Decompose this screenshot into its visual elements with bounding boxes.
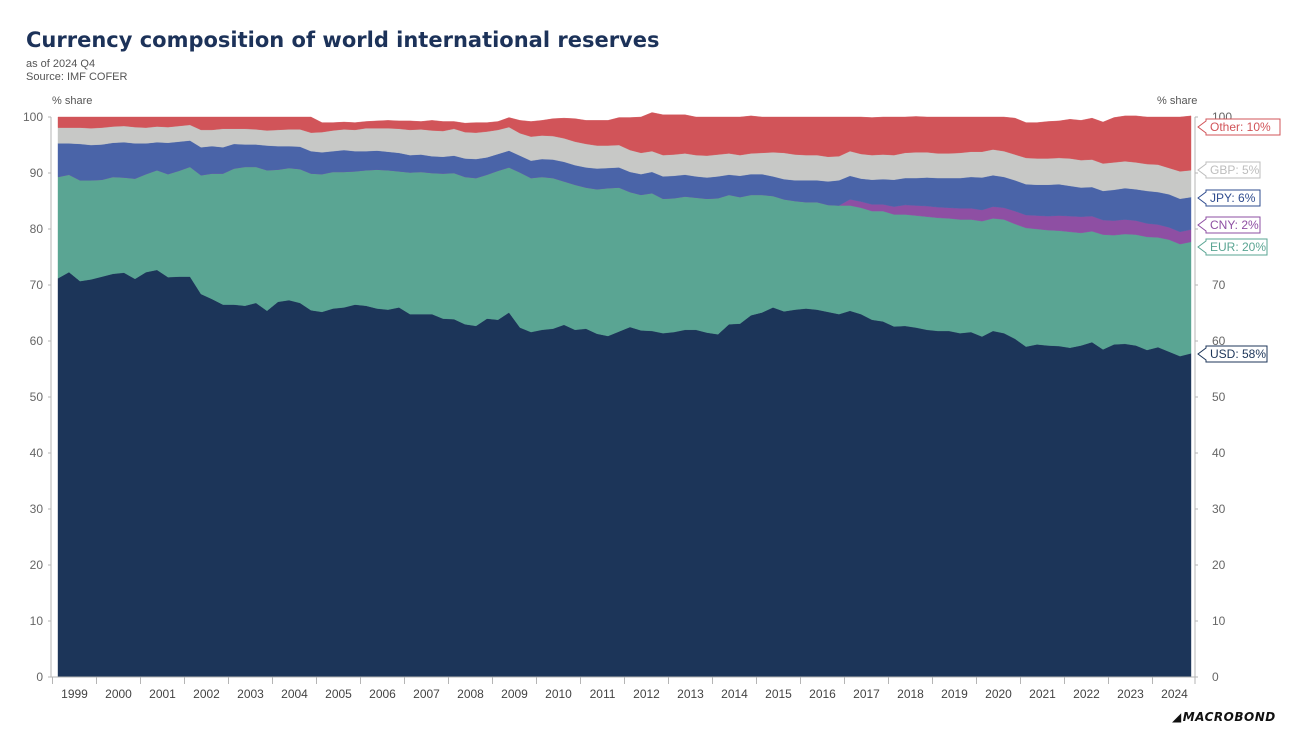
x-tick-label: 2004 [281, 687, 308, 701]
y-tick-label-right: 60 [1212, 334, 1226, 348]
y-tick-label-left: 50 [30, 390, 44, 404]
x-tick-label: 2002 [193, 687, 220, 701]
series-label-cny: CNY: 2% [1210, 218, 1259, 232]
x-tick-label: 1999 [61, 687, 88, 701]
x-tick-label: 2020 [985, 687, 1012, 701]
series-label-gbp: GBP: 5% [1210, 163, 1260, 177]
x-tick-label: 2008 [457, 687, 484, 701]
x-tick-label: 2010 [545, 687, 572, 701]
logo-text: MACROBOND [1182, 710, 1276, 724]
x-tick-label: 2018 [897, 687, 924, 701]
subtitle-date: as of 2024 Q4 [26, 58, 96, 70]
y-tick-label-left: 20 [30, 558, 44, 572]
x-tick-label: 2022 [1073, 687, 1100, 701]
y-tick-label-left: 70 [30, 278, 44, 292]
y-tick-label-right: 70 [1212, 278, 1226, 292]
y-tick-label-right: 40 [1212, 446, 1226, 460]
y-tick-label-left: 80 [30, 222, 44, 236]
y-tick-label-left: 60 [30, 334, 44, 348]
series-label-box-eur [1197, 238, 1268, 256]
series-label-box-cny [1197, 216, 1261, 234]
logo-mark-icon: ◢ [1172, 710, 1182, 724]
right-axis-unit: % share [1157, 95, 1198, 107]
y-tick-label-left: 100 [23, 110, 43, 124]
series-label-usd: USD: 58% [1210, 347, 1266, 361]
series-label-eur: EUR: 20% [1210, 240, 1266, 254]
x-tick-label: 2011 [590, 687, 616, 701]
x-tick-label: 2016 [809, 687, 836, 701]
x-tick-label: 2003 [237, 687, 264, 701]
x-tick-label: 2024 [1161, 687, 1188, 701]
y-tick-label-right: 0 [1212, 670, 1219, 684]
x-tick-label: 2012 [633, 687, 660, 701]
y-tick-label-right: 50 [1212, 390, 1226, 404]
source-note: Source: IMF COFER [26, 71, 128, 83]
x-tick-label: 2000 [105, 687, 132, 701]
x-tick-label: 2023 [1117, 687, 1144, 701]
x-tick-label: 2006 [369, 687, 396, 701]
x-tick-label: 2021 [1029, 687, 1056, 701]
left-axis-unit: % share [52, 95, 93, 107]
series-label-box-gbp [1197, 161, 1261, 179]
x-tick-label: 2019 [941, 687, 968, 701]
x-tick-label: 2014 [721, 687, 748, 701]
x-tick-label: 2001 [149, 687, 176, 701]
chart-title: Currency composition of world internatio… [26, 28, 660, 52]
x-tick-label: 2015 [765, 687, 792, 701]
x-tick-label: 2007 [413, 687, 440, 701]
chart-subtitle: as of 2024 Q4 Source: IMF COFER [26, 58, 127, 84]
y-tick-label-left: 10 [30, 614, 44, 628]
series-label-box-other [1197, 118, 1281, 136]
x-tick-label: 2013 [677, 687, 704, 701]
y-tick-label-left: 0 [36, 670, 43, 684]
x-tick-label: 2009 [501, 687, 528, 701]
series-label-other: Other: 10% [1210, 120, 1271, 134]
x-tick-label: 2017 [853, 687, 880, 701]
macrobond-logo: ◢MACROBOND [1172, 710, 1276, 724]
y-tick-label-left: 30 [30, 502, 44, 516]
y-tick-label-right: 20 [1212, 558, 1226, 572]
series-label-jpy: JPY: 6% [1210, 191, 1256, 205]
y-tick-label-right: 30 [1212, 502, 1226, 516]
y-tick-label-left: 40 [30, 446, 44, 460]
area-other [57, 112, 1192, 172]
y-tick-label-left: 90 [30, 166, 44, 180]
series-label-box-jpy [1197, 189, 1261, 207]
x-tick-label: 2005 [325, 687, 352, 701]
y-tick-label-right: 10 [1212, 614, 1226, 628]
series-label-box-usd [1197, 345, 1268, 363]
